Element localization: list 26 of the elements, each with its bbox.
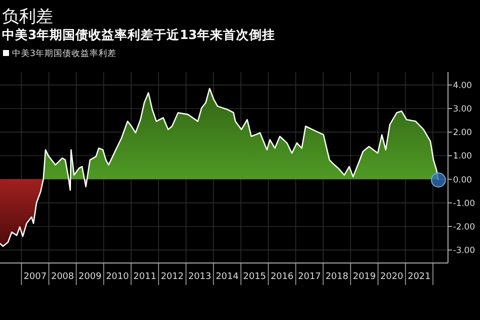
x-tick-label: 2014 [216,272,239,282]
y-tick-label: 1.00 [453,152,472,162]
y-tick-label: 0.00 [453,175,472,186]
x-tick-label: 2016 [270,272,294,282]
x-tick-label: 2015 [243,272,266,282]
x-tick-label: 2018 [325,272,349,282]
chart-subtitle: 中美3年期国债收益率利差于近13年来首次倒挂 [2,27,276,42]
x-tick-label: 2019 [352,272,376,282]
y-tick-label: 2.00 [453,128,472,138]
x-tick-label: 2017 [298,272,321,282]
y-tick-label: -3.00 [453,246,475,256]
chart-title: 负利差 [2,7,53,27]
y-tick-label: -1.00 [453,198,475,209]
x-tick-label: 2020 [380,272,404,282]
x-tick-label: 2009 [78,272,102,282]
y-tick-label: 4.00 [453,80,472,91]
x-tick-label: 2012 [160,272,184,282]
legend-label: 中美3年期国债收益率利差 [12,48,116,59]
y-tick-label: 3.00 [453,104,472,115]
y-tick-label: -2.00 [453,222,475,232]
x-tick-label: 2010 [106,272,130,282]
x-tick-label: 2007 [24,272,47,282]
x-tick-label: 2021 [408,272,431,282]
x-tick-label: 2011 [133,272,156,282]
x-tick-label: 2008 [51,272,74,282]
x-tick-label: 2013 [188,272,212,282]
